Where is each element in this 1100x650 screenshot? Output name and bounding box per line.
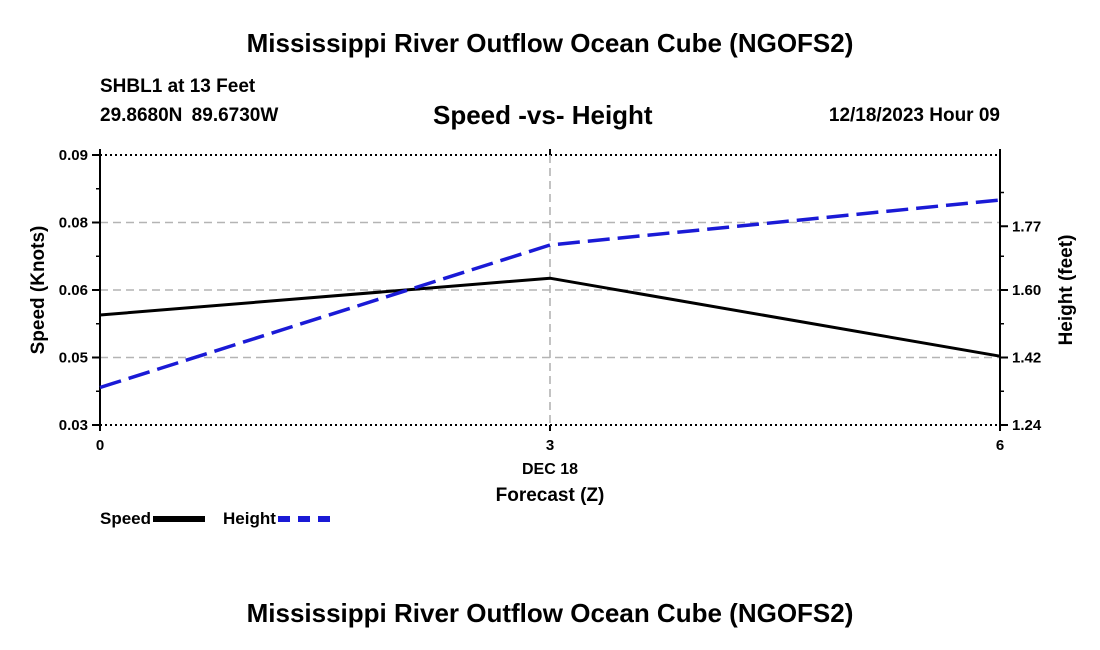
legend-label-speed: Speed — [100, 509, 151, 529]
legend-item-speed: Speed — [100, 509, 205, 529]
y-right-axis-label: Height (feet) — [1056, 235, 1077, 346]
x-axis-label: Forecast (Z) — [496, 485, 605, 506]
legend-item-height: Height — [223, 509, 330, 529]
x-tick-label: 0 — [96, 437, 104, 454]
x-date-label: DEC 18 — [522, 461, 578, 478]
y-left-tick-label: 0.08 — [59, 215, 88, 232]
y-left-axis-label: Speed (Knots) — [28, 226, 49, 355]
x-tick-label: 6 — [996, 437, 1004, 454]
y-left-tick-label: 0.06 — [59, 282, 88, 299]
y-right-tick-label: 1.24 — [1012, 417, 1042, 434]
y-left-tick-label: 0.09 — [59, 147, 88, 164]
footer-title: Mississippi River Outflow Ocean Cube (NG… — [0, 598, 1100, 629]
y-left-tick-label: 0.05 — [59, 350, 88, 367]
y-right-tick-label: 1.77 — [1012, 218, 1041, 235]
legend: Speed Height — [100, 509, 348, 529]
y-right-tick-label: 1.42 — [1012, 350, 1041, 367]
legend-swatch-speed — [153, 516, 205, 522]
y-right-tick-label: 1.60 — [1012, 282, 1041, 299]
x-tick-label: 3 — [546, 437, 554, 454]
y-left-tick-label: 0.03 — [59, 417, 88, 434]
legend-label-height: Height — [223, 509, 276, 529]
series-line-height — [100, 200, 1000, 388]
legend-swatch-height — [278, 516, 330, 522]
speed-height-chart: 0.03 0.05 0.06 0.08 0.09 1.24 1.42 1.60 1.77 0 3 6 D… — [0, 0, 1100, 650]
